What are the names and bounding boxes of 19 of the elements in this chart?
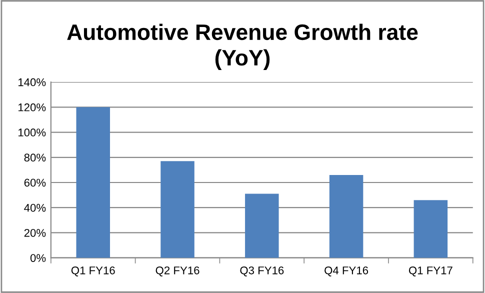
bar [414, 200, 448, 258]
y-tick-label: 60% [24, 178, 46, 187]
bar [245, 194, 279, 258]
y-tick-label: 40% [24, 204, 46, 212]
x-tick-label: Q1 FY16 [71, 266, 115, 276]
bar [76, 107, 110, 258]
y-tick-label: 0% [30, 254, 46, 262]
y-tick-label: 120% [18, 103, 46, 112]
y-tick-label: 80% [24, 154, 46, 162]
y-tick-label: 100% [18, 128, 46, 136]
bar [160, 161, 194, 258]
bar [329, 174, 364, 258]
y-tick-label: 20% [24, 228, 46, 237]
x-tick-label: Q2 FY16 [156, 266, 200, 276]
chart-title: Automotive Revenue Growth rate (YoY) [67, 24, 418, 70]
x-tick-label: Q3 FY16 [240, 266, 284, 276]
x-tick-label: Q1 FY17 [408, 266, 452, 276]
x-tick-label: Q4 FY16 [324, 266, 368, 276]
y-tick-label: 140% [18, 78, 46, 86]
